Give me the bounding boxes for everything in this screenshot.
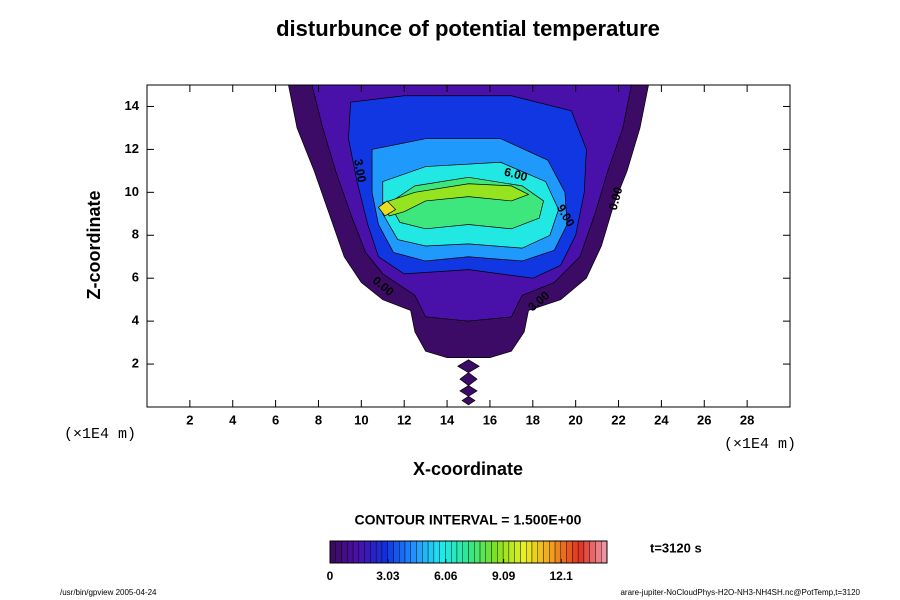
colorbar-cell (433, 540, 440, 564)
x-tick-label: 2 (186, 412, 193, 427)
colorbar-cell (404, 540, 411, 564)
colorbar-cell (474, 540, 481, 564)
colorbar-cell (375, 540, 383, 564)
footer-left: /usr/bin/gpview 2005-04-24 (60, 588, 157, 597)
colorbar-cell (456, 540, 463, 564)
x-tick-label: 28 (740, 412, 754, 427)
x-tick-label: 10 (354, 412, 368, 427)
x-tick-label: 6 (272, 412, 279, 427)
colorbar-cell (341, 540, 348, 564)
x-tick-label: 4 (229, 412, 237, 427)
colorbar-cell (468, 540, 475, 564)
colorbar-cell (416, 540, 423, 564)
colorbar-cell (572, 540, 579, 564)
contour-region (461, 395, 476, 406)
x-tick-label: 14 (440, 412, 455, 427)
colorbar-cell (589, 540, 596, 564)
contour-region (459, 372, 478, 386)
colorbar-cell (352, 540, 360, 564)
colorbar-cell (583, 540, 590, 564)
unit-label: (×1E4 m) (724, 436, 796, 453)
contour-region (459, 385, 478, 397)
colorbar-cell (508, 540, 515, 564)
contour-label: 6.00 (503, 165, 529, 185)
y-tick-label: 12 (125, 141, 139, 156)
colorbar-cell (393, 540, 400, 564)
x-tick-label: 24 (654, 412, 669, 427)
colorbar-cell (497, 540, 504, 564)
colorbar-cell (537, 540, 544, 564)
colorbar-cell (427, 540, 435, 564)
colorbar-cell (601, 540, 608, 564)
colorbar-tick-label: 3.03 (376, 569, 400, 583)
colorbar-cell (364, 540, 371, 564)
colorbar-cell (566, 540, 573, 564)
colorbar-cell (381, 540, 388, 564)
x-tick-label: 20 (568, 412, 582, 427)
y-axis-label: Z-coordinate (84, 190, 104, 299)
colorbar-cell (329, 540, 336, 564)
colorbar-cell (358, 540, 365, 564)
colorbar-cell (514, 540, 521, 564)
x-tick-label: 16 (483, 412, 497, 427)
contour-label: 3.00 (351, 158, 369, 184)
time-label: t=3120 s (650, 540, 702, 555)
y-tick-label: 6 (132, 270, 139, 285)
unit-label: (×1E4 m) (64, 426, 136, 443)
colorbar-cell (410, 540, 417, 564)
x-axis-label: X-coordinate (413, 459, 523, 479)
colorbar-cell (450, 540, 458, 564)
colorbar-frame (329, 540, 608, 564)
y-tick-label: 10 (125, 184, 139, 199)
x-tick-label: 8 (315, 412, 322, 427)
colorbar-cell (526, 540, 533, 564)
colorbar-cell (439, 540, 446, 564)
colorbar-cell (422, 540, 429, 564)
colorbar-cell (445, 540, 452, 564)
colorbar-cell (485, 540, 492, 564)
colorbar-cell (335, 540, 342, 564)
plot-frame (146, 84, 791, 408)
colorbar-tick-label: 0 (327, 569, 334, 583)
contour-region (377, 200, 397, 217)
colorbar-cell (531, 540, 538, 564)
colorbar-cell (370, 540, 377, 564)
x-tick-label: 26 (697, 412, 711, 427)
colorbar-cell (554, 540, 562, 564)
colorbar-tick-label: 12.1 (549, 569, 573, 583)
colorbar-cell (387, 540, 394, 564)
contour-field (288, 85, 649, 406)
colorbar-cell (347, 540, 354, 564)
contour-region (382, 183, 530, 217)
colorbar-cell (520, 540, 527, 564)
y-tick-label: 14 (125, 98, 140, 113)
colorbar-tick-label: 6.06 (434, 569, 458, 583)
colorbar-cell (491, 540, 498, 564)
colorbar-cell (595, 540, 602, 564)
colorbar-cell (543, 540, 550, 564)
x-tick-label: 12 (397, 412, 411, 427)
footer-right: arare-jupiter-NoCloudPhys-H2O-NH3-NH4SH.… (620, 588, 860, 597)
y-tick-label: 4 (132, 313, 140, 328)
colorbar-cell (462, 540, 469, 564)
y-tick-label: 8 (132, 227, 139, 242)
colorbar-tick-label: 9.09 (492, 569, 516, 583)
colorbar-cell (577, 540, 585, 564)
colorbar-cell (479, 540, 487, 564)
y-tick-label: 2 (132, 356, 139, 371)
colorbar-cell (560, 540, 567, 564)
x-tick-label: 18 (526, 412, 540, 427)
chart-title: disturbunce of potential temperature (276, 16, 660, 41)
contour-label: 0.00 (606, 185, 626, 211)
colorbar-cell (399, 540, 406, 564)
contour-region (457, 359, 480, 374)
colorbar-cell (549, 540, 556, 564)
contour-interval: CONTOUR INTERVAL = 1.500E+00 (355, 512, 582, 528)
x-tick-label: 22 (611, 412, 625, 427)
